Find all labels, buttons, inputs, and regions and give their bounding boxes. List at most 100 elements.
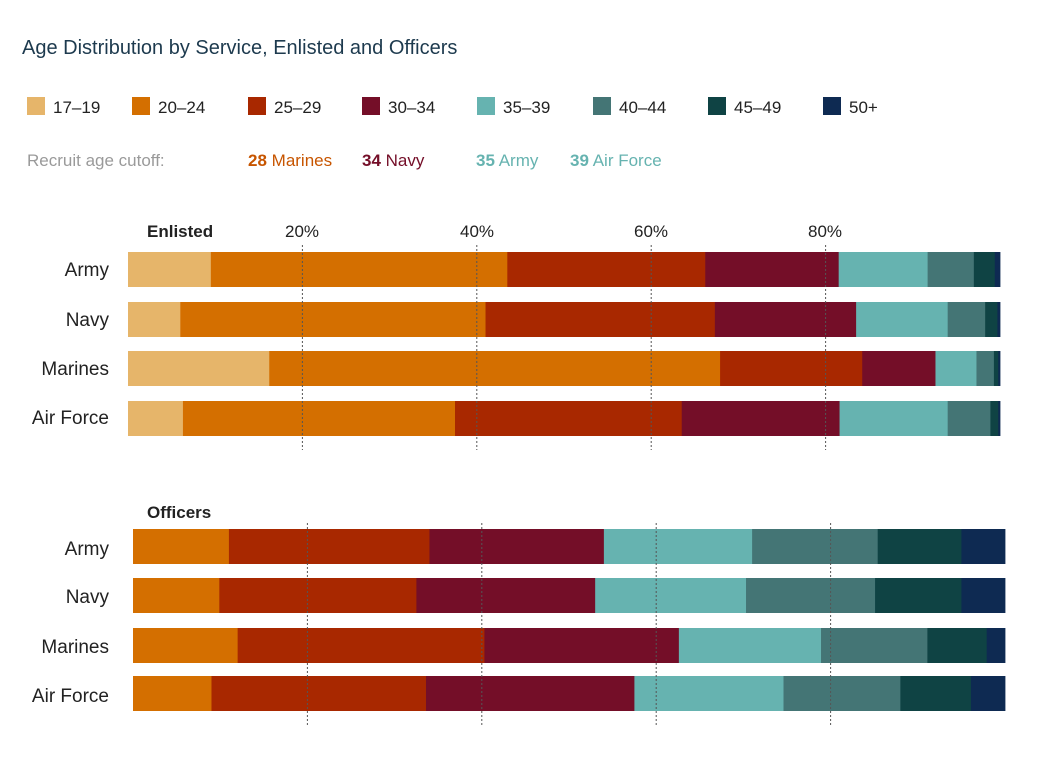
bar-segment	[961, 578, 1006, 613]
bar-segment	[269, 351, 721, 386]
bar-segment	[985, 302, 998, 337]
bar-segment	[973, 252, 996, 287]
bar-segment	[783, 676, 901, 711]
category-label: Marines	[41, 359, 109, 380]
category-label: Marines	[41, 637, 109, 658]
legend-swatch	[593, 97, 611, 115]
bar-segment	[429, 529, 605, 564]
bar-segment	[603, 529, 753, 564]
category-label: Air Force	[32, 408, 109, 429]
tick-label: 20%	[285, 222, 319, 241]
bar-segment	[484, 628, 680, 663]
bar-segment	[821, 628, 928, 663]
bar-segment	[425, 676, 635, 711]
bar-segment	[746, 578, 876, 613]
bar-segment	[752, 529, 879, 564]
bar-segment	[133, 676, 212, 711]
bar-segment	[133, 578, 220, 613]
legend-label: 40–44	[619, 98, 666, 117]
legend-item: 25–29	[248, 97, 321, 117]
bar-segment	[507, 252, 706, 287]
bar-segment	[862, 351, 936, 386]
legend-label: 25–29	[274, 98, 321, 117]
cutoff-number: 35	[476, 151, 495, 170]
legend-item: 45–49	[708, 97, 781, 117]
bar-segment	[839, 401, 949, 436]
bar-segment	[990, 401, 999, 436]
legend-label: 20–24	[158, 98, 205, 117]
legend-label: 30–34	[388, 98, 435, 117]
legend-swatch	[708, 97, 726, 115]
bar-segment	[935, 351, 977, 386]
bar-segment	[634, 676, 784, 711]
bar-segment	[485, 302, 716, 337]
bar-segment	[128, 252, 212, 287]
bar-segment	[900, 676, 972, 711]
legend-item: 35–39	[477, 97, 550, 117]
tick-label: 60%	[634, 222, 668, 241]
bar-segment	[210, 252, 508, 287]
bar-segment	[993, 351, 999, 386]
bar-segment	[133, 628, 239, 663]
bar-segment	[416, 578, 596, 613]
bar-segment	[455, 401, 683, 436]
category-label: Navy	[66, 310, 110, 331]
cutoff-marines: 28 Marines	[248, 151, 332, 170]
cutoff-number: 39	[570, 151, 589, 170]
enlisted-panel: Enlisted 20% 40% 60% 80% Army Navy Marin…	[32, 222, 1001, 450]
enlisted-bars	[128, 252, 1001, 436]
officers-bars	[133, 529, 1006, 711]
cutoff-air-force: 39 Air Force	[570, 151, 662, 170]
legend-label: 35–39	[503, 98, 550, 117]
cutoff-number: 28	[248, 151, 267, 170]
bar-segment	[927, 628, 988, 663]
panel-title: Enlisted	[147, 222, 213, 241]
category-label: Navy	[66, 587, 110, 608]
legend-swatch	[248, 97, 266, 115]
bar-segment	[228, 529, 430, 564]
officers-panel: Officers Army Navy Marines Air Force	[32, 503, 1006, 727]
bar-segment	[838, 252, 929, 287]
cutoff-service: Navy	[386, 151, 425, 170]
legend-item: 40–44	[593, 97, 666, 117]
legend-swatch	[823, 97, 841, 115]
officers-gridlines	[306, 523, 832, 727]
legend-item: 50+	[823, 97, 878, 117]
cutoff-navy: 34 Navy	[362, 151, 425, 170]
cutoff-service: Air Force	[593, 151, 662, 170]
tick-label: 40%	[460, 222, 494, 241]
legend-label: 17–19	[53, 98, 100, 117]
legend-item: 30–34	[362, 97, 435, 117]
bar-segment	[947, 401, 991, 436]
bar-segment	[976, 351, 995, 386]
tick-label: 80%	[808, 222, 842, 241]
bar-segment	[678, 628, 822, 663]
bar-segment	[219, 578, 417, 613]
bar-segment	[128, 302, 181, 337]
bar-segment	[986, 628, 1006, 663]
category-label: Air Force	[32, 686, 109, 707]
bar-segment	[714, 302, 857, 337]
chart-title: Age Distribution by Service, Enlisted an…	[22, 37, 457, 59]
legend-swatch	[132, 97, 150, 115]
bar-segment	[595, 578, 747, 613]
legend-swatch	[477, 97, 495, 115]
category-label: Army	[65, 260, 110, 281]
bar-segment	[875, 578, 962, 613]
bar-segment	[705, 252, 840, 287]
bar-segment	[997, 302, 1001, 337]
cutoff-army: 35 Army	[476, 151, 539, 170]
legend-item: 17–19	[27, 97, 100, 117]
legend-label: 45–49	[734, 98, 781, 117]
legend-swatch	[362, 97, 380, 115]
bar-segment	[994, 252, 1001, 287]
cutoff-label: Recruit age cutoff:	[27, 151, 165, 170]
bar-segment	[237, 628, 485, 663]
bar-segment	[720, 351, 863, 386]
category-label: Army	[65, 539, 110, 560]
bar-segment	[927, 252, 975, 287]
bar-segment	[182, 401, 456, 436]
legend: 17–19 20–24 25–29 30–34 35–39 40–44 45–4…	[27, 97, 878, 117]
bar-segment	[877, 529, 962, 564]
